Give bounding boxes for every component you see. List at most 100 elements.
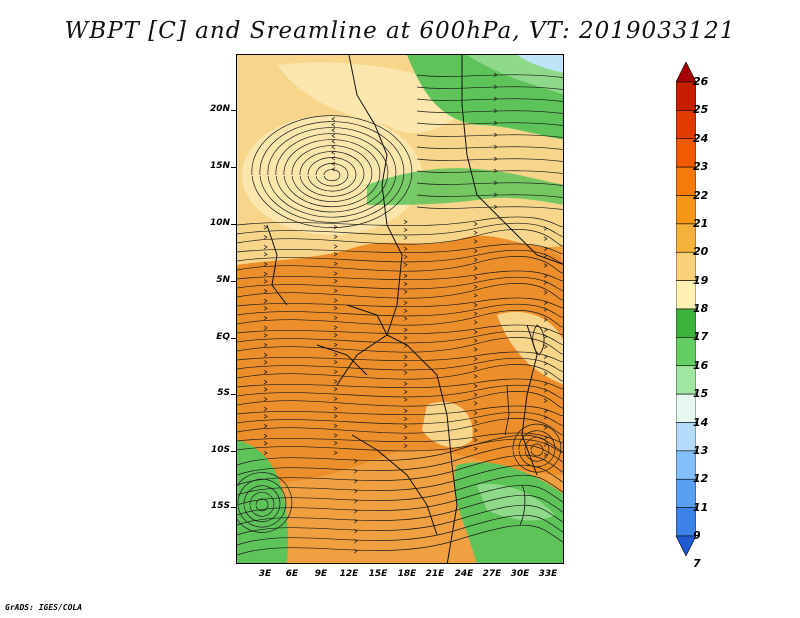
- wbpt-field-orange-core: [237, 228, 563, 485]
- streamline-arrow: [353, 469, 358, 474]
- colorbar-label: 16: [693, 358, 709, 372]
- streamline-arrow: [473, 365, 478, 370]
- wbpt-field-cream-vortex: [242, 115, 422, 235]
- streamline-arrow: [493, 132, 498, 137]
- streamline-arrow: [403, 408, 408, 413]
- colorbar-label: 15: [693, 387, 709, 401]
- streamline-arrow: [403, 343, 408, 348]
- streamline-arrow: [403, 316, 408, 321]
- streamline-arrow: [543, 263, 548, 268]
- streamline-arrow: [473, 383, 478, 389]
- streamline-arrow: [331, 156, 336, 161]
- streamline: [237, 351, 563, 363]
- streamline-arrow: [263, 352, 268, 358]
- colorbar-label: 19: [693, 273, 709, 287]
- streamline-arrow: [263, 387, 268, 392]
- streamline-arrow: [473, 311, 478, 316]
- streamline-arrow: [333, 251, 338, 257]
- streamline-arrow: [493, 192, 498, 197]
- streamline-arrow: [493, 168, 498, 173]
- lon-label: 33E: [538, 569, 558, 579]
- chart-title: WBPT [C] and Sreamline at 600hPa, VT: 20…: [64, 18, 736, 44]
- streamline: [237, 303, 563, 318]
- streamline-arrow: [403, 219, 408, 224]
- streamline-arrow: [473, 257, 478, 262]
- streamline-arrow: [263, 414, 268, 419]
- streamline: [518, 430, 556, 468]
- lat-label: 15N: [209, 161, 230, 171]
- streamline-arrow: [333, 342, 338, 347]
- streamline-arrow: [333, 288, 338, 293]
- colorbar-label: 17: [693, 330, 709, 344]
- wbpt-field-blue-ne: [517, 55, 563, 73]
- streamline-arrow: [333, 386, 338, 392]
- lat-label: 5N: [216, 275, 230, 285]
- streamline-arrow: [403, 235, 408, 240]
- map-panel: [236, 54, 564, 564]
- streamline: [237, 494, 563, 526]
- streamline-arrow: [473, 293, 478, 298]
- streamline: [237, 229, 563, 247]
- streamline: [416, 206, 563, 210]
- streamline-arrow: [263, 306, 268, 311]
- streamline-arrow: [403, 435, 408, 440]
- streamline: [237, 216, 563, 228]
- streamline-arrow: [543, 290, 548, 295]
- streamline-arrow: [263, 289, 268, 294]
- streamline: [416, 182, 563, 186]
- lat-label: 5S: [217, 388, 230, 398]
- lon-label: 21E: [425, 569, 445, 579]
- streamline-arrow: [473, 401, 478, 406]
- streamline: [512, 423, 562, 473]
- lat-tickmark: [231, 281, 236, 282]
- streamline: [259, 121, 405, 223]
- colorbar-label: 25: [693, 103, 709, 117]
- streamline-arrow: [353, 529, 358, 534]
- streamline: [237, 378, 563, 390]
- streamline-arrow: [263, 370, 268, 375]
- lon-label: 24E: [454, 569, 474, 579]
- streamline-arrow: [263, 235, 268, 240]
- streamline-arrow: [403, 289, 408, 294]
- streamline-arrow: [333, 305, 338, 311]
- streamline-arrow: [263, 343, 268, 348]
- streamline-arrow: [473, 239, 478, 244]
- streamline-arrow: [333, 234, 338, 239]
- streamline-arrow: [403, 246, 408, 251]
- lon-label: 15E: [368, 569, 388, 579]
- streamline: [323, 169, 341, 182]
- streamline-arrow: [333, 244, 338, 249]
- lon-label: 30E: [510, 569, 530, 579]
- streamline-arrow: [353, 459, 358, 464]
- lon-label: 6E: [285, 569, 299, 579]
- streamline-arrow: [473, 347, 478, 352]
- streamline-arrow: [473, 437, 478, 443]
- streamline-arrow: [493, 204, 498, 209]
- lat-tickmark: [231, 110, 236, 111]
- streamline: [243, 485, 281, 523]
- streamline: [237, 484, 563, 516]
- colorbar-label: 14: [693, 415, 709, 429]
- streamline-arrow: [263, 333, 268, 338]
- lat-label: 10N: [209, 218, 230, 228]
- streamline: [237, 411, 563, 426]
- streamline-arrow: [353, 479, 358, 484]
- streamline-arrow: [333, 352, 338, 357]
- streamline-arrow: [403, 443, 408, 448]
- streamline-arrow: [403, 389, 408, 394]
- streamline-arrow: [473, 374, 478, 379]
- lon-label: 18E: [397, 569, 417, 579]
- streamlines: [237, 72, 563, 556]
- streamline-arrow: [493, 180, 498, 185]
- streamline-arrow: [493, 156, 498, 161]
- streamline-arrow: [473, 329, 478, 335]
- streamline: [307, 157, 357, 192]
- streamline-arrow: [403, 254, 408, 259]
- streamline-arrow: [353, 489, 358, 494]
- streamline-arrow: [353, 499, 358, 504]
- streamline-arrow: [473, 221, 478, 227]
- streamline-arrow: [263, 406, 268, 412]
- streamline: [237, 297, 563, 309]
- streamline: [267, 127, 397, 218]
- streamline-arrow: [331, 144, 336, 150]
